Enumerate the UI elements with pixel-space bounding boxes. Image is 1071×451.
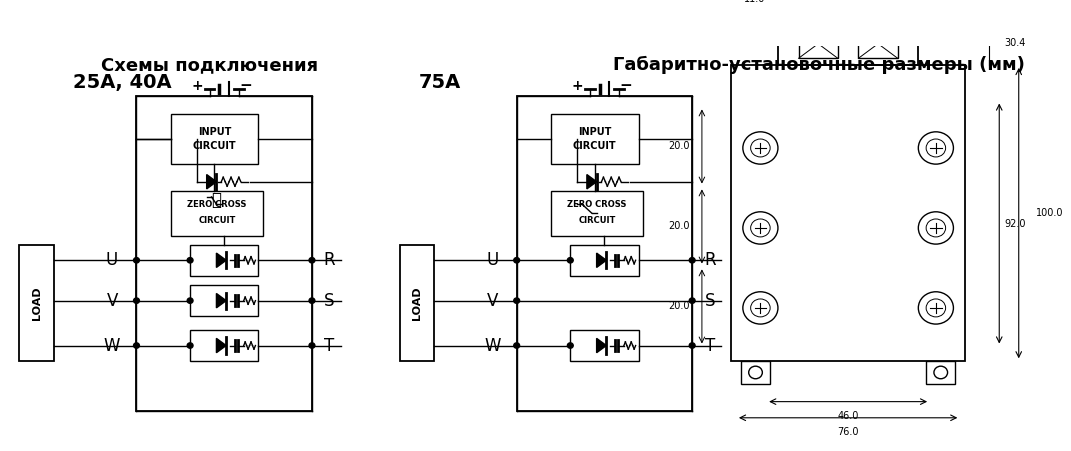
Text: −: − xyxy=(239,78,252,93)
Text: INPUT: INPUT xyxy=(198,127,231,137)
Text: CIRCUIT: CIRCUIT xyxy=(578,216,616,225)
Text: −: − xyxy=(619,78,632,93)
Text: T: T xyxy=(705,336,714,354)
Circle shape xyxy=(134,298,139,304)
Circle shape xyxy=(187,343,193,348)
Circle shape xyxy=(568,258,573,263)
Polygon shape xyxy=(597,338,606,353)
Bar xyxy=(170,191,263,235)
Polygon shape xyxy=(216,294,226,308)
Text: ZERO CROSS: ZERO CROSS xyxy=(568,200,627,209)
Circle shape xyxy=(690,258,695,263)
Text: +: + xyxy=(191,78,202,93)
Bar xyxy=(190,285,258,316)
Text: 46.0: 46.0 xyxy=(838,410,859,421)
Text: +: + xyxy=(571,78,583,93)
Bar xyxy=(859,29,897,58)
Text: 25А, 40А: 25А, 40А xyxy=(73,74,171,92)
Text: S: S xyxy=(325,292,335,310)
Text: U: U xyxy=(106,251,118,269)
Bar xyxy=(550,191,644,235)
Text: W: W xyxy=(104,336,120,354)
Circle shape xyxy=(134,258,139,263)
Text: 76.0: 76.0 xyxy=(838,427,859,437)
Bar xyxy=(570,244,638,276)
Text: R: R xyxy=(323,251,335,269)
Text: LOAD: LOAD xyxy=(31,286,42,320)
Polygon shape xyxy=(216,338,226,353)
Polygon shape xyxy=(207,175,216,189)
Bar xyxy=(190,244,258,276)
Text: Схемы подключения: Схемы подключения xyxy=(101,56,318,74)
Text: 92.0: 92.0 xyxy=(1005,218,1026,229)
Bar xyxy=(516,97,692,410)
Bar xyxy=(731,65,965,361)
Circle shape xyxy=(134,343,139,348)
Bar xyxy=(570,330,638,361)
Bar xyxy=(19,244,54,361)
Bar xyxy=(799,29,838,58)
Polygon shape xyxy=(597,253,606,267)
Circle shape xyxy=(690,298,695,304)
Text: W: W xyxy=(484,336,500,354)
Text: 75А: 75А xyxy=(419,74,462,92)
Bar xyxy=(778,20,918,65)
Bar xyxy=(399,244,434,361)
Text: 20.0: 20.0 xyxy=(668,301,690,312)
Circle shape xyxy=(310,343,315,348)
Text: CIRCUIT: CIRCUIT xyxy=(198,216,236,225)
Text: 100.0: 100.0 xyxy=(1037,208,1064,218)
Text: 20.0: 20.0 xyxy=(668,221,690,231)
Circle shape xyxy=(514,343,519,348)
Text: CIRCUIT: CIRCUIT xyxy=(193,141,237,151)
Bar xyxy=(136,97,312,410)
Circle shape xyxy=(514,298,519,304)
Bar xyxy=(170,115,258,164)
Circle shape xyxy=(514,258,519,263)
Text: INPUT: INPUT xyxy=(578,127,612,137)
Text: T: T xyxy=(325,336,334,354)
Text: CIRCUIT: CIRCUIT xyxy=(573,141,617,151)
Circle shape xyxy=(568,343,573,348)
Text: Габаритно-установочные размеры (мм): Габаритно-установочные размеры (мм) xyxy=(613,56,1025,74)
Circle shape xyxy=(690,343,695,348)
Text: U: U xyxy=(486,251,498,269)
Text: 30.4: 30.4 xyxy=(1005,37,1026,48)
Circle shape xyxy=(187,298,193,304)
Polygon shape xyxy=(216,253,226,267)
Text: ZERO CROSS: ZERO CROSS xyxy=(187,200,246,209)
Bar xyxy=(741,361,770,384)
Text: 11.0: 11.0 xyxy=(744,0,766,4)
Text: R: R xyxy=(704,251,715,269)
Text: LOAD: LOAD xyxy=(411,286,422,320)
Text: S: S xyxy=(705,292,715,310)
Circle shape xyxy=(187,258,193,263)
Circle shape xyxy=(310,298,315,304)
Text: V: V xyxy=(486,292,498,310)
Bar xyxy=(190,330,258,361)
Text: 20.0: 20.0 xyxy=(668,142,690,152)
Text: V: V xyxy=(106,292,118,310)
Circle shape xyxy=(310,258,315,263)
Text: ꞔ: ꞔ xyxy=(211,191,222,209)
Bar xyxy=(550,115,638,164)
Bar xyxy=(926,361,955,384)
Polygon shape xyxy=(587,175,597,189)
